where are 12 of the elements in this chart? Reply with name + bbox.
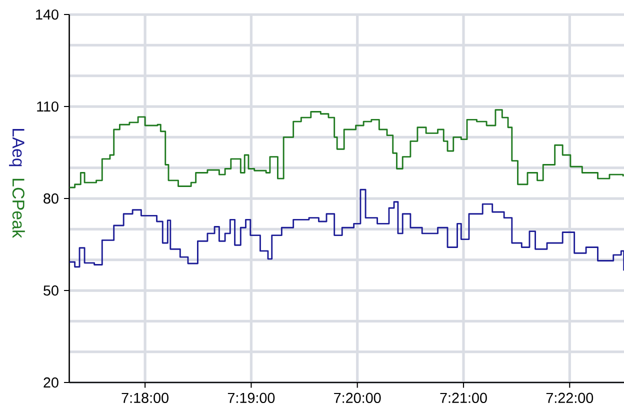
y-tick-label: 110 [37,102,58,112]
x-tick-label: 7:19:00 [228,392,275,404]
y-tick-label: 140 [36,10,58,20]
x-tick-label: 7:18:00 [122,392,168,404]
x-tick-label: 7:21:00 [440,392,487,404]
text: LCPeak [12,179,25,238]
y-tick-label: 20 [44,378,58,388]
text: LAeq [9,129,24,166]
x-tick-label: 7:20:00 [334,392,381,404]
y-tick-label: 80 [44,194,58,204]
y-tick-label: 50 [44,286,58,296]
x-tick-label: 7:22:00 [546,392,594,404]
